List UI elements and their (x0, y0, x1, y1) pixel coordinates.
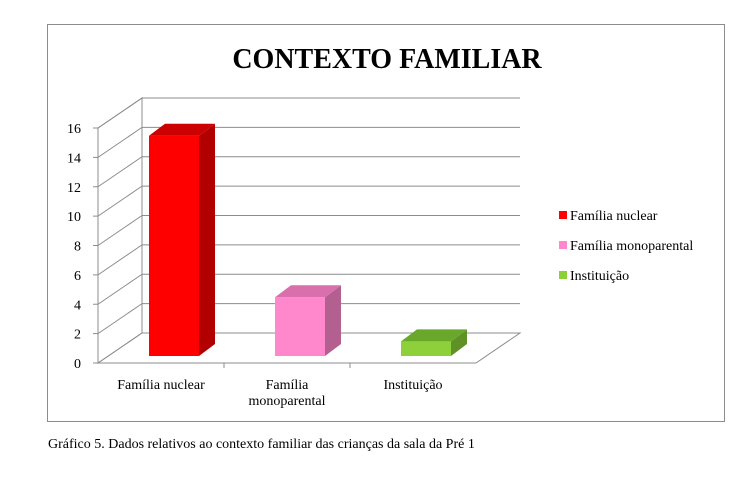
legend-swatch (559, 241, 567, 249)
ytick-label: 4 (74, 298, 81, 313)
bar-side (451, 329, 467, 356)
xtick-label: Instituição (383, 378, 442, 393)
chart-frame: CONTEXTO FAMILIAR 0 2 4 6 8 10 12 14 16 Família … (47, 24, 725, 422)
chart-title: CONTEXTO FAMILIAR (232, 44, 542, 75)
gridline-diagonal (97, 244, 143, 276)
legend-swatch (559, 211, 567, 219)
gridline-diagonal (97, 215, 143, 246)
xtick-label: Família monoparental (249, 378, 326, 409)
ytick-label: 0 (74, 357, 81, 372)
ytick-label: 12 (67, 181, 81, 196)
gridline-diagonal (97, 273, 143, 305)
gridline-diagonal (97, 156, 143, 188)
legend-label: Família nuclear (570, 209, 658, 224)
bar-top (275, 285, 341, 298)
bar (149, 123, 215, 356)
bar-front (149, 135, 199, 356)
bar-side (199, 123, 215, 356)
ytick-label: 14 (67, 151, 81, 166)
bar-top (401, 329, 467, 342)
gridline-diagonal (97, 97, 143, 129)
bar-top (149, 123, 215, 136)
bar-chart: CONTEXTO FAMILIAR 0 2 4 6 8 10 12 14 16 Família … (67, 44, 693, 409)
bar (401, 329, 467, 356)
ytick-label: 6 (74, 269, 81, 284)
figure-caption: Gráfico 5. Dados relativos ao contexto f… (48, 437, 475, 452)
bar-front (275, 297, 325, 356)
ytick-label: 10 (67, 210, 81, 225)
bar (275, 285, 341, 356)
xtick-label: Família nuclear (117, 378, 205, 393)
ytick-label: 2 (74, 328, 81, 343)
legend-label: Instituição (570, 269, 629, 284)
bar-front (401, 341, 451, 356)
ytick-label: 16 (67, 122, 81, 137)
gridline-diagonal (97, 303, 143, 335)
ytick-label: 8 (74, 240, 81, 255)
legend-label: Família monoparental (570, 239, 693, 254)
legend-swatch (559, 271, 567, 279)
bar-side (325, 285, 341, 356)
gridline-diagonal (97, 126, 143, 158)
gridline-diagonal (97, 185, 143, 217)
